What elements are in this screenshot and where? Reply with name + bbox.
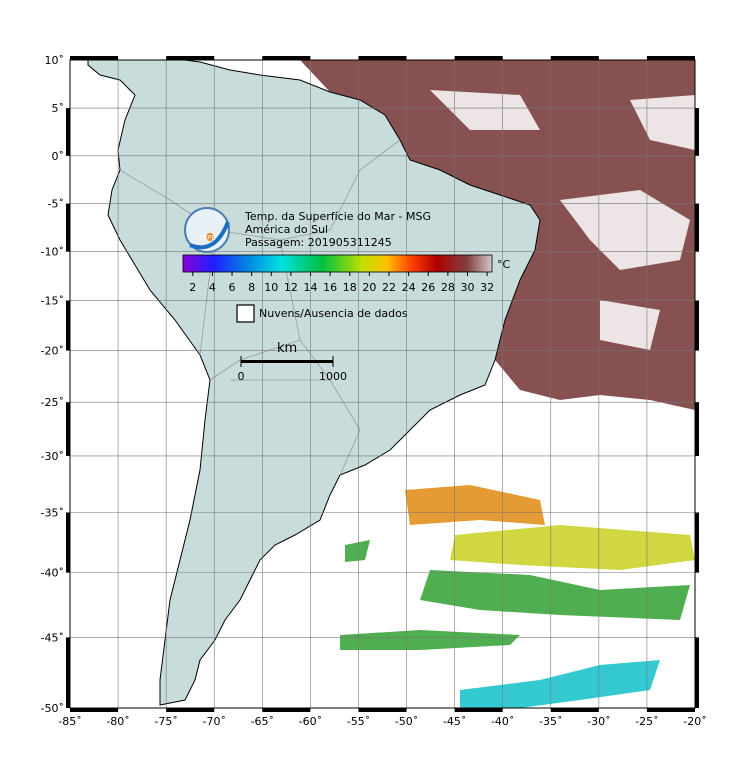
colorbar-tick-label: 6 <box>229 281 236 294</box>
frame-band <box>166 56 215 60</box>
colorbar-tick-label: 18 <box>343 281 357 294</box>
frame-band <box>358 708 407 712</box>
x-tick-label: -80˚ <box>106 715 129 728</box>
frame-band <box>262 56 311 60</box>
frame-band <box>695 402 699 456</box>
frame-band <box>66 512 70 573</box>
x-tick-label: -70˚ <box>202 715 225 728</box>
logo-text: INPE <box>200 234 217 242</box>
y-tick-label: -50˚ <box>41 702 64 715</box>
x-tick-label: -20˚ <box>683 715 706 728</box>
map-pass: Passagem: 201905311245 <box>245 236 392 249</box>
x-tick-label: -50˚ <box>395 715 418 728</box>
scale-unit: km <box>277 341 297 356</box>
frame-band <box>66 402 70 456</box>
x-tick-label: -45˚ <box>443 715 466 728</box>
colorbar-tick-label: 2 <box>189 281 196 294</box>
frame-band <box>695 512 699 573</box>
y-tick-label: -40˚ <box>41 567 64 580</box>
map-title: Temp. da Superfície do Mar - MSG <box>244 210 431 223</box>
frame-band <box>646 708 695 712</box>
map-region: América do Sul <box>245 223 328 236</box>
scale-tick-label: 0 <box>238 370 245 383</box>
logo-arrow <box>189 221 230 250</box>
scale-bar: 0 1000 <box>238 356 347 383</box>
logo-sun <box>206 233 214 241</box>
frame-band <box>695 203 699 252</box>
frame-bands <box>66 56 699 712</box>
sst-orange <box>405 485 545 525</box>
frame-band <box>70 56 119 60</box>
sst-green <box>340 540 690 650</box>
y-tick-label: -20˚ <box>41 345 64 358</box>
colorbar-unit: °C <box>497 258 511 271</box>
y-tick-label: -15˚ <box>41 295 64 308</box>
x-tick-label: -25˚ <box>635 715 658 728</box>
colorbar-tick-label: 20 <box>362 281 376 294</box>
sst-yellow <box>450 525 695 570</box>
frame-band <box>262 708 311 712</box>
sst-cyan <box>460 660 660 708</box>
x-tick-label: -30˚ <box>587 715 610 728</box>
y-tick-label: 10˚ <box>45 54 65 67</box>
x-tick-label: -35˚ <box>539 715 562 728</box>
frame-band <box>70 708 119 712</box>
colorbar-tick-label: 16 <box>323 281 337 294</box>
x-tick-label: -65˚ <box>251 715 274 728</box>
frame-band <box>454 708 503 712</box>
frame-band <box>66 637 70 708</box>
colorbar-tick-label: 8 <box>248 281 255 294</box>
y-tick-label: -45˚ <box>41 631 64 644</box>
sst-clouds <box>430 90 695 350</box>
frame-band <box>66 203 70 252</box>
frame-band <box>646 56 695 60</box>
y-tick-label: 0˚ <box>52 150 65 163</box>
colorbar-tick-label: 4 <box>209 281 216 294</box>
legend-label: Nuvens/Ausencia de dados <box>259 307 408 320</box>
y-tick-label: -10˚ <box>41 246 64 259</box>
logo: INPE <box>184 207 230 253</box>
colorbar-tick-label: 30 <box>460 281 474 294</box>
x-tick-label: -85˚ <box>58 715 81 728</box>
y-tick-label: -25˚ <box>41 396 64 409</box>
frame-band <box>166 708 215 712</box>
y-tick-label: -5˚ <box>48 198 64 211</box>
frame-band <box>550 708 599 712</box>
colorbar-tick-label: 24 <box>402 281 416 294</box>
x-tick-label: -75˚ <box>154 715 177 728</box>
colorbar-tick-label: 26 <box>421 281 435 294</box>
colorbar <box>182 254 493 273</box>
frame-band <box>454 56 503 60</box>
y-tick-label: -35˚ <box>41 506 64 519</box>
colorbar-tick-label: 22 <box>382 281 396 294</box>
frame-band <box>66 300 70 351</box>
colorbar-tick-label: 12 <box>284 281 298 294</box>
colorbar-tick-label: 14 <box>304 281 318 294</box>
sst-warm <box>300 60 695 410</box>
x-tick-label: -55˚ <box>347 715 370 728</box>
frame-band <box>695 637 699 708</box>
frame-band <box>695 300 699 351</box>
frame-band <box>358 56 407 60</box>
scale-bar-rect <box>241 360 333 363</box>
legend-swatch <box>236 304 255 323</box>
x-tick-label: -40˚ <box>491 715 514 728</box>
x-tick-label: -60˚ <box>299 715 322 728</box>
colorbar-tick-label: 10 <box>264 281 278 294</box>
colorbar-ticks: 2 4 6 8 10 12 14 16 18 20 22 24 26 28 30 32 <box>189 272 494 294</box>
scale-tick-label: 1000 <box>319 370 347 383</box>
frame-band <box>550 56 599 60</box>
frame-band <box>66 108 70 156</box>
frame-band <box>695 108 699 156</box>
borders <box>119 139 401 476</box>
colorbar-tick-label: 28 <box>441 281 455 294</box>
y-tick-label: -30˚ <box>41 450 64 463</box>
y-tick-label: 5˚ <box>52 102 65 115</box>
colorbar-tick-label: 32 <box>480 281 494 294</box>
